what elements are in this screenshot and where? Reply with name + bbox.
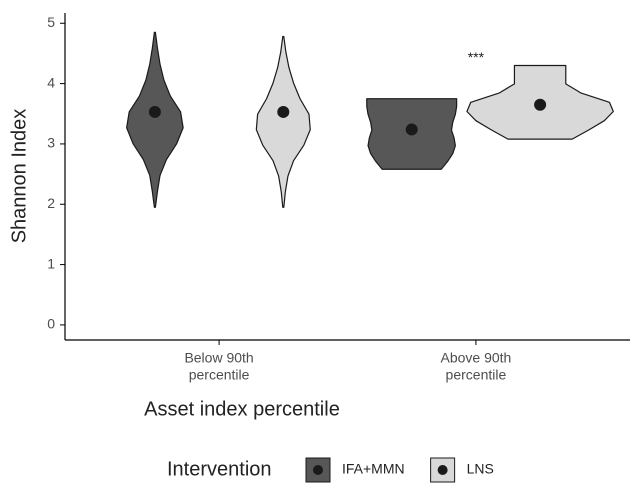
legend-label: IFA+MMN <box>342 461 405 477</box>
y-tick-label: 5 <box>47 14 55 30</box>
legend-title: Intervention <box>167 458 272 480</box>
y-axis-label: Shannon Index <box>8 109 30 244</box>
y-tick-label: 4 <box>47 74 55 90</box>
mean-point <box>148 105 161 118</box>
annotation: *** <box>468 49 485 65</box>
legend-label: LNS <box>467 461 494 477</box>
x-tick-label: percentile <box>446 367 507 383</box>
mean-point <box>405 123 418 136</box>
legend-key-point <box>313 465 323 475</box>
y-tick-label: 3 <box>47 135 55 151</box>
y-tick-label: 1 <box>47 255 55 271</box>
legend-key-point <box>437 465 448 475</box>
y-tick-label: 2 <box>47 195 55 211</box>
x-axis-label: Asset index percentile <box>144 398 340 420</box>
x-tick-label: percentile <box>189 367 250 383</box>
mean-point <box>277 105 290 118</box>
violin <box>126 31 184 208</box>
x-tick-label: Above 90th <box>440 350 511 366</box>
x-tick-label: Below 90th <box>184 350 253 366</box>
mean-point <box>534 98 547 111</box>
violin <box>255 35 311 208</box>
y-tick-label: 0 <box>47 316 55 332</box>
